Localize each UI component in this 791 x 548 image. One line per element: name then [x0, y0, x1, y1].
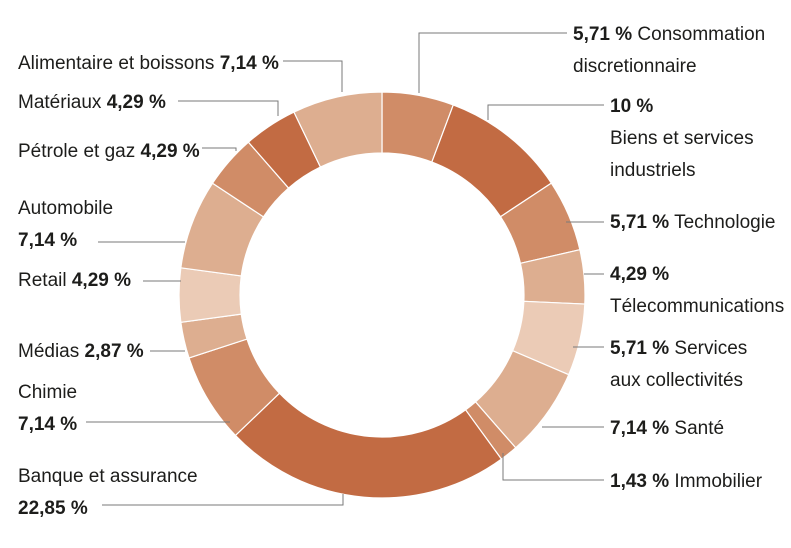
label-materiaux: Matériaux 4,29 % [18, 92, 166, 113]
label-value: 22,85 % [18, 498, 88, 519]
label-telecommunications: 4,29 % Télecommunications [610, 264, 784, 317]
label-text: industriels [610, 160, 696, 181]
leader-line-immobilier [502, 453, 604, 481]
slice-labels: 5,71 % Consommation discretionnaire 10 % Bi… [18, 24, 784, 519]
leader-line-consommation-discretionnaire [418, 32, 567, 93]
label-value: 7,14 % [18, 414, 77, 435]
label-value: 4,29 % [610, 264, 669, 285]
slice-banque-et-assurance [234, 392, 503, 499]
label-text: discretionnaire [573, 56, 697, 77]
label-text: Banque et assurance [18, 466, 198, 487]
label-value: 10 % [610, 96, 653, 117]
label-retail: Retail 4,29 % [18, 270, 131, 291]
label-text: Chimie [18, 382, 77, 403]
label-value: 4,29 % [107, 92, 166, 113]
label-value: 4,29 % [141, 141, 200, 162]
label-text: Technologie [669, 212, 775, 233]
label-value: 1,43 % [610, 471, 669, 492]
slice-retail [178, 267, 242, 324]
slice-alimentaire-et-boissons [293, 91, 383, 168]
label-value: 2,87 % [85, 341, 144, 362]
leader-line-petrole-et-gaz [202, 147, 237, 151]
leader-line-alimentaire-et-boissons [283, 60, 343, 92]
leader-line-materiaux [178, 100, 279, 116]
leader-lines [86, 32, 604, 506]
label-value: 5,71 % [573, 24, 632, 45]
label-value: 7,14 % [220, 53, 279, 74]
label-services-aux-collectivites: 5,71 % Services aux collectivités [610, 338, 747, 391]
label-text: Services [669, 338, 747, 359]
label-value: 4,29 % [72, 270, 131, 291]
donut-slices [178, 91, 586, 499]
label-banque-et-assurance: Banque et assurance 22,85 % [18, 466, 198, 519]
label-medias: Médias 2,87 % [18, 341, 144, 362]
label-text: Retail [18, 270, 72, 291]
label-biens-et-services-industriels: 10 % Biens et services industriels [610, 96, 754, 181]
label-text: Télecommunications [610, 296, 784, 317]
label-technologie: 5,71 % Technologie [610, 212, 776, 233]
label-petrole-et-gaz: Pétrole et gaz 4,29 % [18, 141, 200, 162]
label-alimentaire-et-boissons: Alimentaire et boissons 7,14 % [18, 53, 279, 74]
label-automobile: Automobile 7,14 % [18, 198, 113, 251]
label-text: Consommation [632, 24, 765, 45]
label-text: Alimentaire et boissons [18, 53, 220, 74]
label-value: 5,71 % [610, 212, 669, 233]
label-text: Santé [669, 418, 724, 439]
label-consommation-discretionnaire: 5,71 % Consommation discretionnaire [573, 24, 765, 77]
label-text: Automobile [18, 198, 113, 219]
label-immobilier: 1,43 % Immobilier [610, 471, 763, 492]
label-text: Biens et services [610, 128, 754, 149]
label-value: 7,14 % [610, 418, 669, 439]
label-text: Médias [18, 341, 85, 362]
label-value: 5,71 % [610, 338, 669, 359]
label-text: Pétrole et gaz [18, 141, 141, 162]
label-text: Immobilier [669, 471, 763, 492]
label-sante: 7,14 % Santé [610, 418, 724, 439]
leader-line-banque-et-assurance [102, 494, 344, 506]
label-value: 7,14 % [18, 230, 77, 251]
label-text: Matériaux [18, 92, 107, 113]
label-chimie: Chimie 7,14 % [18, 382, 77, 435]
leader-line-biens-et-services-industriels [487, 104, 604, 120]
label-text: aux collectivités [610, 370, 743, 391]
